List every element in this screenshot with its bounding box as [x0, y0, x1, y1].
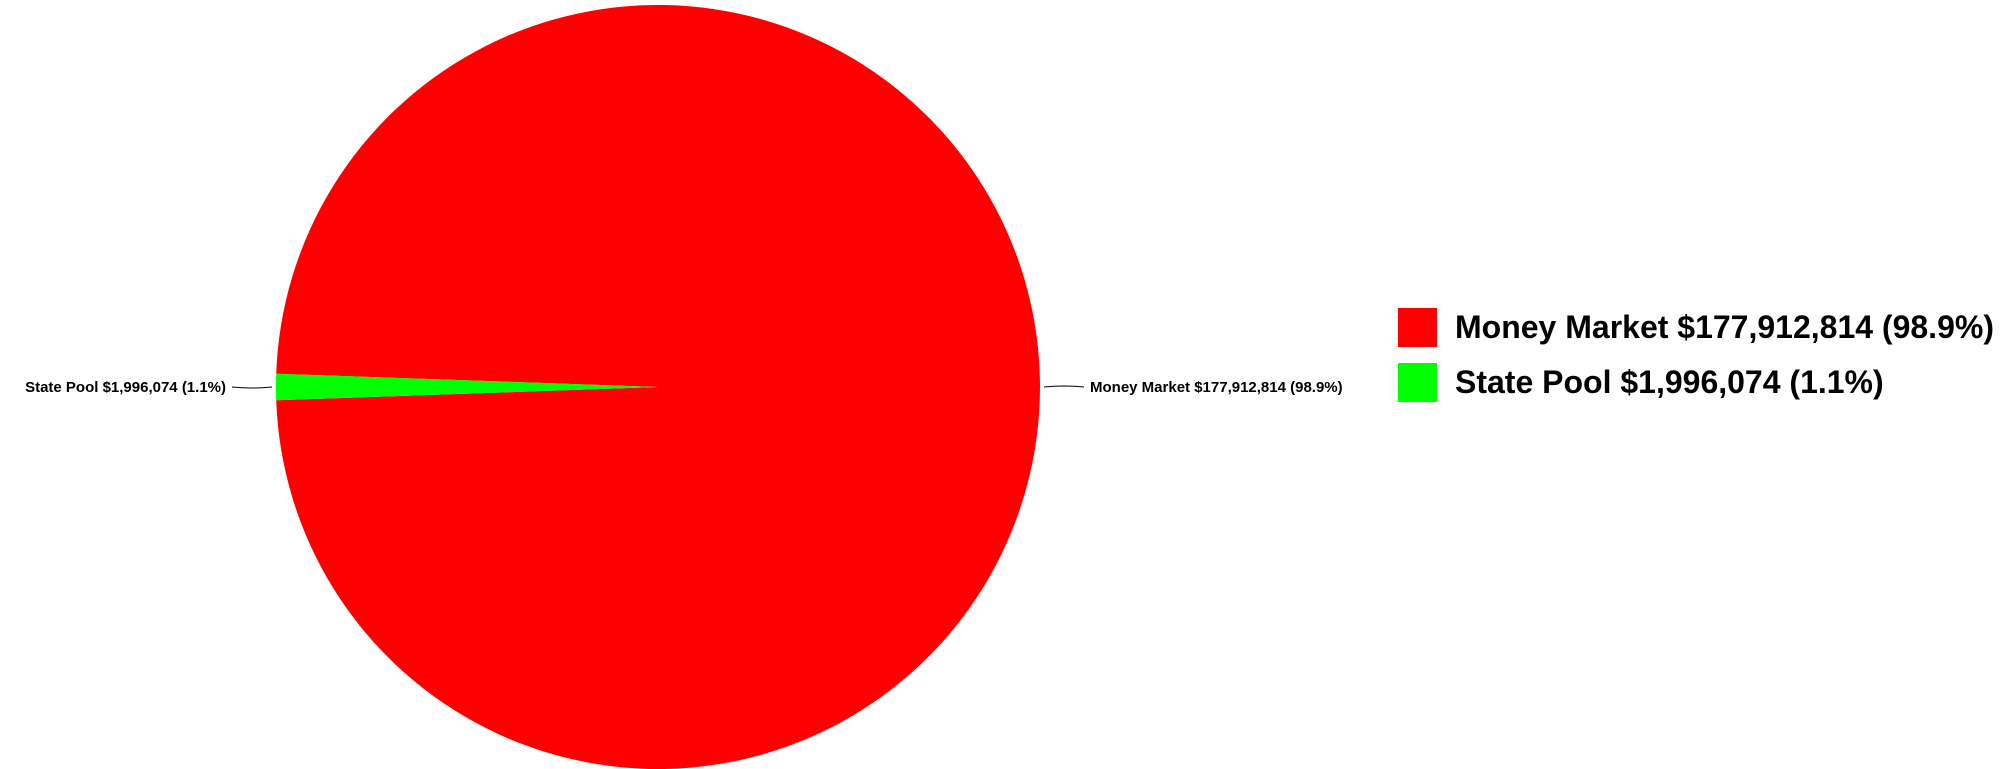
- legend-swatch-state-pool: [1398, 363, 1437, 402]
- legend-item-money-market: Money Market $177,912,814 (98.9%): [1398, 300, 1994, 355]
- leader-line-money-market: [1043, 385, 1085, 388]
- pie-slice-state-pool: [276, 373, 658, 401]
- slice-labels: Money Market $177,912,814 (98.9%) State P…: [25, 379, 1343, 396]
- legend-label-state-pool: State Pool $1,996,074 (1.1%): [1455, 364, 1884, 400]
- leader-line-state-pool: [231, 386, 273, 389]
- legend-swatch-money-market: [1398, 308, 1437, 347]
- pie-slice-money-market: [276, 5, 1040, 769]
- legend: Money Market $177,912,814 (98.9%) State …: [1398, 300, 1994, 410]
- pie-slices: [276, 5, 1040, 769]
- slice-label-money-market: Money Market $177,912,814 (98.9%): [1090, 379, 1343, 396]
- legend-item-state-pool: State Pool $1,996,074 (1.1%): [1398, 355, 1994, 410]
- legend-label-money-market: Money Market $177,912,814 (98.9%): [1455, 309, 1994, 345]
- slice-label-state-pool: State Pool $1,996,074 (1.1%): [25, 379, 226, 396]
